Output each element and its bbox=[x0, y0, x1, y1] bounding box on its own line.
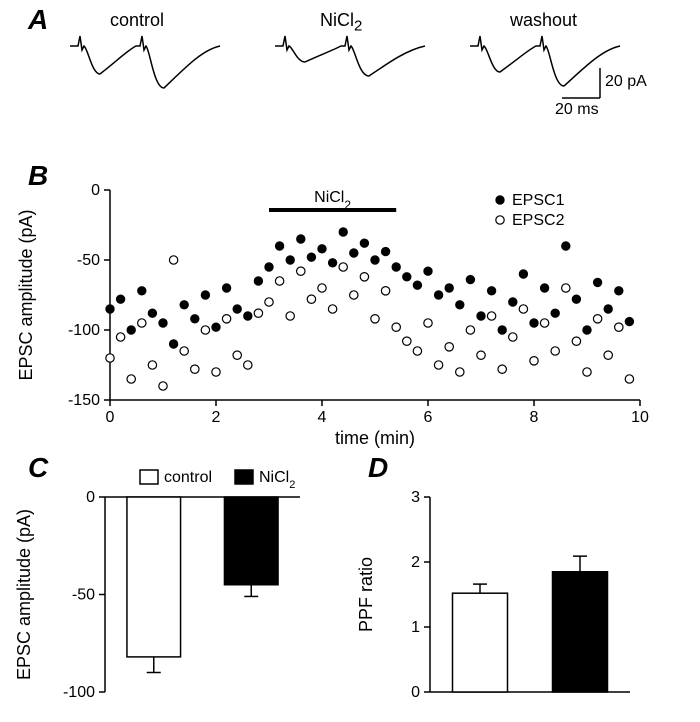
svg-text:8: 8 bbox=[530, 409, 539, 426]
svg-text:-50: -50 bbox=[72, 587, 95, 604]
svg-text:0: 0 bbox=[86, 489, 95, 506]
svg-text:NiCl2: NiCl2 bbox=[259, 469, 295, 491]
svg-text:10: 10 bbox=[631, 409, 649, 426]
figure-root: A control NiCl2 washout 20 pA20 ms B 0-5… bbox=[0, 0, 700, 720]
panel-d-svg: 0 1 2 3 PPF ratio bbox=[350, 452, 680, 722]
svg-text:0: 0 bbox=[411, 684, 420, 701]
svg-text:20 pA: 20 pA bbox=[605, 73, 647, 90]
svg-text:2: 2 bbox=[411, 554, 420, 571]
svg-text:-150: -150 bbox=[68, 392, 100, 409]
svg-text:1: 1 bbox=[411, 619, 420, 636]
svg-text:control: control bbox=[164, 469, 212, 486]
svg-text:time (min): time (min) bbox=[335, 428, 415, 448]
svg-text:0: 0 bbox=[106, 409, 115, 426]
panel-b-svg: 0 -50 -100 -150 0 2 4 6 8 10 EPSC amplitude (pA) ti… bbox=[0, 170, 700, 450]
svg-text:6: 6 bbox=[424, 409, 433, 426]
panel-c-svg: 0 -50 -100 EPSC amplitude (pA) ** control NiCl… bbox=[0, 452, 350, 722]
svg-text:EPSC amplitude (pA): EPSC amplitude (pA) bbox=[14, 509, 34, 680]
svg-text:EPSC2: EPSC2 bbox=[512, 212, 565, 229]
panel-a-traces-svg: 20 pA 20 ms bbox=[0, 18, 700, 148]
svg-text:20 ms: 20 ms bbox=[555, 101, 599, 118]
svg-text:4: 4 bbox=[318, 409, 327, 426]
svg-text:**: ** bbox=[245, 566, 258, 583]
svg-text:3: 3 bbox=[411, 489, 420, 506]
svg-text:EPSC amplitude (pA): EPSC amplitude (pA) bbox=[16, 209, 36, 380]
svg-text:EPSC1: EPSC1 bbox=[512, 192, 565, 209]
svg-text:0: 0 bbox=[91, 182, 100, 199]
svg-text:PPF ratio: PPF ratio bbox=[356, 557, 376, 632]
svg-text:-50: -50 bbox=[77, 252, 100, 269]
svg-text:-100: -100 bbox=[63, 684, 95, 701]
svg-text:2: 2 bbox=[212, 409, 221, 426]
svg-text:-100: -100 bbox=[68, 322, 100, 339]
